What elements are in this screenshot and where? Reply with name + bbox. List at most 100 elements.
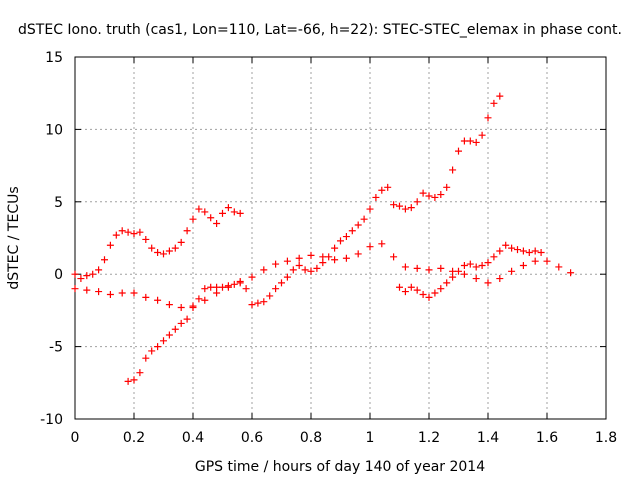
data-point [390, 253, 398, 261]
data-point [502, 241, 510, 249]
data-point [189, 215, 197, 223]
data-point [95, 288, 103, 296]
data-point [295, 262, 303, 270]
data-point [106, 241, 114, 249]
data-point [396, 202, 403, 210]
data-point [101, 256, 108, 264]
data-point [337, 237, 344, 245]
data-point [478, 131, 486, 139]
data-point [419, 290, 427, 298]
data-point [142, 235, 150, 243]
data-point [525, 248, 533, 256]
data-point [301, 266, 309, 274]
data-point [71, 285, 79, 293]
data-point [472, 138, 480, 146]
data-point [449, 166, 457, 174]
data-point [378, 186, 386, 194]
series-arc-3 [124, 92, 504, 385]
data-point [272, 260, 280, 268]
data-point [230, 208, 238, 216]
data-point [248, 273, 256, 281]
data-point [484, 114, 492, 122]
data-point [401, 205, 409, 213]
data-point [378, 240, 386, 248]
x-axis-label: GPS time / hours of day 140 of year 2014 [195, 459, 485, 475]
data-point [567, 269, 575, 277]
data-point [165, 247, 173, 255]
data-point [531, 257, 539, 265]
y-tick-label: 15 [45, 50, 63, 66]
data-point [106, 290, 114, 298]
data-point [165, 331, 173, 339]
data-point [112, 231, 120, 239]
data-point [514, 246, 521, 254]
data-point [478, 262, 486, 270]
data-point [130, 289, 138, 297]
data-point [201, 208, 209, 216]
data-point [148, 244, 156, 252]
data-point [490, 99, 498, 107]
data-point [508, 244, 516, 252]
data-point [496, 247, 504, 255]
data-point [130, 230, 138, 238]
data-point [455, 267, 462, 275]
data-point [455, 147, 462, 155]
data-point [443, 183, 451, 191]
data-point [154, 248, 162, 256]
data-point [484, 279, 492, 287]
data-point [431, 193, 439, 201]
data-point [366, 243, 374, 251]
data-point [437, 264, 445, 272]
data-point [136, 369, 144, 377]
data-point [360, 215, 368, 223]
data-point [124, 377, 132, 385]
series-arc-1 [71, 204, 244, 283]
data-point [413, 198, 421, 206]
data-point [331, 256, 339, 264]
data-point [319, 259, 327, 267]
data-point [177, 319, 185, 327]
data-point [466, 137, 474, 145]
data-point [77, 275, 85, 283]
y-tick-label: 0 [54, 267, 63, 283]
data-point [472, 275, 480, 283]
data-point [242, 285, 250, 293]
y-tick-label: -10 [40, 412, 63, 428]
data-point [449, 273, 457, 281]
data-point [83, 286, 91, 294]
data-point [219, 283, 226, 291]
data-point [83, 272, 91, 280]
data-point [401, 263, 409, 271]
data-point [236, 209, 244, 217]
data-point [331, 244, 339, 252]
data-point [342, 254, 350, 262]
data-point [425, 266, 433, 274]
x-tick-label: 1.4 [477, 430, 499, 446]
data-point [396, 283, 403, 291]
data-point [354, 221, 362, 229]
data-point [372, 193, 380, 201]
data-point [354, 250, 362, 258]
data-point [490, 253, 498, 261]
y-axis: -10 -5 0 5 10 15 [40, 50, 606, 428]
data-point [295, 254, 303, 262]
data-point [248, 301, 256, 309]
data-point [283, 273, 291, 281]
data-point [236, 277, 244, 285]
data-point [348, 227, 356, 235]
x-tick-label: 1.8 [595, 430, 617, 446]
y-tick-label: -5 [49, 340, 63, 356]
data-point [543, 257, 551, 265]
data-point [71, 270, 79, 278]
data-point [183, 315, 191, 323]
data-point [160, 337, 167, 345]
data-point [472, 263, 480, 271]
data-point [118, 289, 126, 297]
data-point [177, 304, 185, 312]
y-tick-label: 10 [45, 122, 63, 138]
data-point [154, 343, 162, 351]
data-point [419, 189, 427, 197]
data-point [130, 376, 138, 384]
data-point [207, 214, 215, 222]
